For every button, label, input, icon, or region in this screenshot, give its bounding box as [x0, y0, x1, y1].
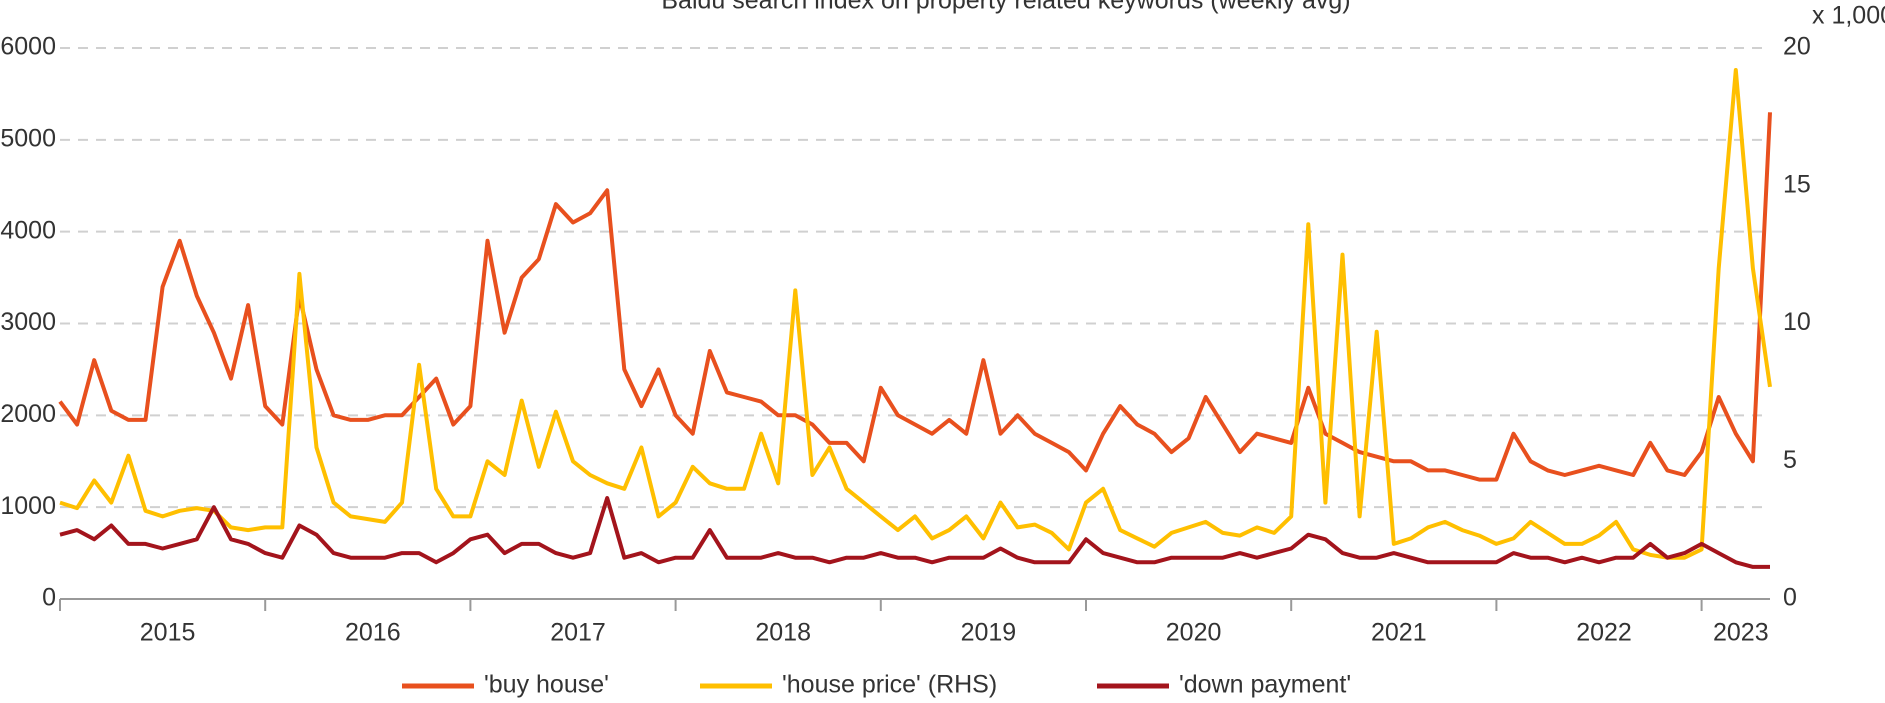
- y2-tick-label: 15: [1783, 170, 1811, 198]
- x-tick-label: 2019: [961, 619, 1017, 647]
- x-tick-label: 2018: [755, 619, 811, 647]
- x-tick-label: 2017: [550, 619, 606, 647]
- x-tick-label: 2016: [345, 619, 401, 647]
- y-tick-label: 1000: [0, 492, 56, 520]
- y2-axis-unit: x 1,000: [1812, 2, 1885, 30]
- legend-label: 'down payment': [1179, 671, 1351, 699]
- series-line: [59, 68, 1772, 560]
- x-tick-label: 2015: [140, 619, 196, 647]
- x-tick-label: 2020: [1166, 619, 1222, 647]
- x-tick-label: 2022: [1576, 619, 1632, 647]
- y-tick-label: 0: [42, 584, 56, 612]
- y-tick-label: 5000: [0, 124, 56, 152]
- series-line: [58, 112, 1772, 482]
- y2-tick-label: 10: [1783, 308, 1811, 336]
- x-tick-label: 2021: [1371, 619, 1427, 647]
- y2-tick-label: 20: [1783, 33, 1811, 61]
- chart-title: Baidu search index on property related k…: [661, 0, 1350, 15]
- y-tick-label: 2000: [0, 400, 56, 428]
- series-line: [59, 496, 1770, 569]
- y2-tick-label: 0: [1783, 584, 1797, 612]
- y2-tick-label: 5: [1783, 446, 1797, 474]
- y-tick-label: 6000: [0, 33, 56, 61]
- y-tick-label: 4000: [0, 216, 56, 244]
- x-tick-label: 2023: [1713, 619, 1769, 647]
- legend-label: 'buy house': [484, 671, 609, 699]
- y-tick-label: 3000: [0, 308, 56, 336]
- legend-label: 'house price' (RHS): [782, 671, 997, 699]
